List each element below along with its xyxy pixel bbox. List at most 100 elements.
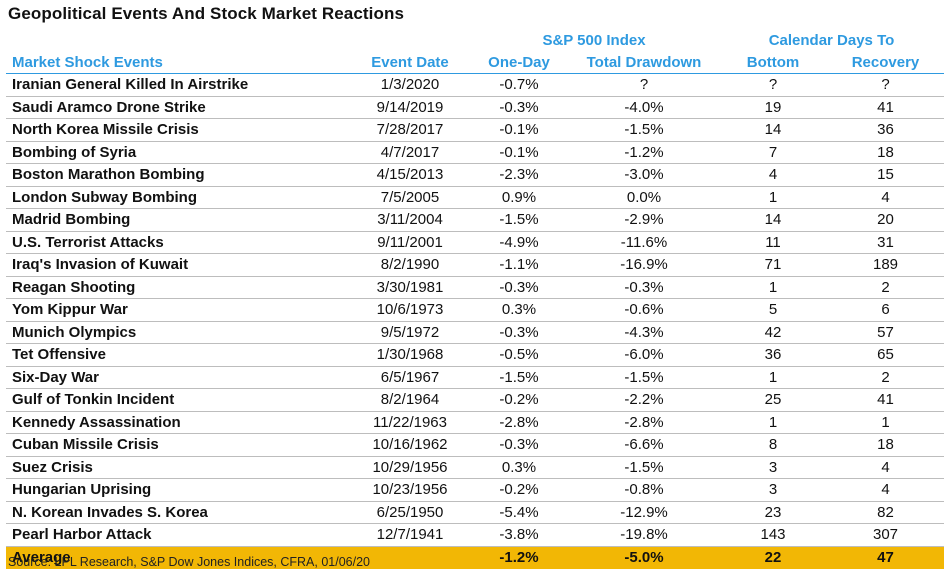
cell-date: 12/7/1941 bbox=[351, 523, 469, 547]
cell-bottom: 5 bbox=[719, 298, 827, 322]
cell-event: Kennedy Assassination bbox=[6, 411, 351, 434]
cell-recovery: 82 bbox=[827, 501, 944, 524]
cell-date: 3/30/1981 bbox=[351, 276, 469, 299]
cell-bottom: 3 bbox=[719, 456, 827, 479]
cell-one-day: -4.9% bbox=[469, 231, 569, 254]
cell-recovery: 20 bbox=[827, 208, 944, 232]
cell-one-day: -1.5% bbox=[469, 208, 569, 232]
group-header-calendar-days: Calendar Days To bbox=[768, 32, 895, 49]
cell-event: Saudi Aramco Drone Strike bbox=[6, 96, 351, 119]
cell-event: Munich Olympics bbox=[6, 321, 351, 344]
cell-bottom: 1 bbox=[719, 366, 827, 389]
table-row: London Subway Bombing 7/5/2005 0.9% 0.0% 1 4 bbox=[6, 186, 944, 209]
cell-one-day: -2.3% bbox=[469, 163, 569, 187]
cell-event: Tet Offensive bbox=[6, 343, 351, 367]
average-cell-drawdown: -5.0% bbox=[569, 546, 719, 569]
table-row: Bombing of Syria 4/7/2017 -0.1% -1.2% 7 18 bbox=[6, 141, 944, 164]
cell-bottom: 1 bbox=[719, 411, 827, 434]
table-row: N. Korean Invades S. Korea 6/25/1950 -5.4%… bbox=[6, 501, 944, 524]
events-table: S&P 500 Index Calendar Days To Market Sh… bbox=[6, 30, 944, 569]
cell-recovery: 2 bbox=[827, 276, 944, 299]
cell-event: Suez Crisis bbox=[6, 456, 351, 479]
cell-date: 10/16/1962 bbox=[351, 433, 469, 457]
table-row: Six-Day War 6/5/1967 -1.5% -1.5% 1 2 bbox=[6, 366, 944, 389]
cell-event: Madrid Bombing bbox=[6, 208, 351, 232]
cell-one-day: 0.3% bbox=[469, 298, 569, 322]
cell-drawdown: -1.5% bbox=[569, 456, 719, 479]
table-row: Saudi Aramco Drone Strike 9/14/2019 -0.3% -… bbox=[6, 96, 944, 119]
cell-bottom: 19 bbox=[719, 96, 827, 119]
cell-drawdown: -11.6% bbox=[569, 231, 719, 254]
column-header-drawdown: Total Drawdown bbox=[569, 52, 719, 74]
cell-recovery: 4 bbox=[827, 186, 944, 209]
cell-one-day: -0.3% bbox=[469, 276, 569, 299]
average-cell-bottom: 22 bbox=[719, 546, 827, 569]
cell-event: North Korea Missile Crisis bbox=[6, 118, 351, 142]
cell-one-day: -1.5% bbox=[469, 366, 569, 389]
cell-date: 10/29/1956 bbox=[351, 456, 469, 479]
cell-one-day: -0.1% bbox=[469, 118, 569, 142]
cell-date: 7/5/2005 bbox=[351, 186, 469, 209]
cell-date: 10/6/1973 bbox=[351, 298, 469, 322]
cell-recovery: 57 bbox=[827, 321, 944, 344]
cell-drawdown: 0.0% bbox=[569, 186, 719, 209]
cell-date: 9/14/2019 bbox=[351, 96, 469, 119]
cell-drawdown: -0.6% bbox=[569, 298, 719, 322]
cell-bottom: 14 bbox=[719, 208, 827, 232]
cell-one-day: -0.7% bbox=[469, 73, 569, 97]
cell-bottom: 25 bbox=[719, 388, 827, 412]
table-row: Gulf of Tonkin Incident 8/2/1964 -0.2% -2.2… bbox=[6, 388, 944, 412]
table-row: Pearl Harbor Attack 12/7/1941 -3.8% -19.8% 1… bbox=[6, 523, 944, 547]
cell-drawdown: -19.8% bbox=[569, 523, 719, 547]
table-row: Iranian General Killed In Airstrike 1/3/2… bbox=[6, 73, 944, 97]
cell-one-day: -0.3% bbox=[469, 433, 569, 457]
cell-one-day: -0.2% bbox=[469, 388, 569, 412]
cell-date: 8/2/1964 bbox=[351, 388, 469, 412]
cell-bottom: 36 bbox=[719, 343, 827, 367]
table-row: Kennedy Assassination 11/22/1963 -2.8% -2.8… bbox=[6, 411, 944, 434]
cell-event: Iraq's Invasion of Kuwait bbox=[6, 253, 351, 277]
cell-bottom: 42 bbox=[719, 321, 827, 344]
cell-date: 1/3/2020 bbox=[351, 73, 469, 97]
cell-date: 6/5/1967 bbox=[351, 366, 469, 389]
cell-event: Yom Kippur War bbox=[6, 298, 351, 322]
table-row: Iraq's Invasion of Kuwait 8/2/1990 -1.1% -1… bbox=[6, 253, 944, 277]
cell-drawdown: -6.0% bbox=[569, 343, 719, 367]
cell-bottom: 8 bbox=[719, 433, 827, 457]
cell-event: Boston Marathon Bombing bbox=[6, 163, 351, 187]
column-header-one-day: One-Day bbox=[469, 52, 569, 74]
cell-event: N. Korean Invades S. Korea bbox=[6, 501, 351, 524]
cell-recovery: 307 bbox=[827, 523, 944, 547]
cell-drawdown: -3.0% bbox=[569, 163, 719, 187]
cell-drawdown: -2.9% bbox=[569, 208, 719, 232]
cell-event: U.S. Terrorist Attacks bbox=[6, 231, 351, 254]
cell-drawdown: -1.5% bbox=[569, 118, 719, 142]
cell-one-day: -2.8% bbox=[469, 411, 569, 434]
cell-one-day: -0.5% bbox=[469, 343, 569, 367]
cell-bottom: 11 bbox=[719, 231, 827, 254]
table-row: Yom Kippur War 10/6/1973 0.3% -0.6% 5 6 bbox=[6, 298, 944, 322]
cell-one-day: -0.2% bbox=[469, 478, 569, 502]
column-header-recovery: Recovery bbox=[827, 52, 944, 74]
cell-date: 1/30/1968 bbox=[351, 343, 469, 367]
table-row: Reagan Shooting 3/30/1981 -0.3% -0.3% 1 2 bbox=[6, 276, 944, 299]
cell-drawdown: -0.3% bbox=[569, 276, 719, 299]
cell-one-day: 0.3% bbox=[469, 456, 569, 479]
cell-date: 8/2/1990 bbox=[351, 253, 469, 277]
cell-recovery: 1 bbox=[827, 411, 944, 434]
column-header-bottom: Bottom bbox=[719, 52, 827, 74]
cell-drawdown: -6.6% bbox=[569, 433, 719, 457]
cell-recovery: 4 bbox=[827, 456, 944, 479]
cell-date: 4/7/2017 bbox=[351, 141, 469, 164]
cell-one-day: -1.1% bbox=[469, 253, 569, 277]
group-header-sp500: S&P 500 Index bbox=[542, 32, 646, 49]
table-row: Cuban Missile Crisis 10/16/1962 -0.3% -6.6%… bbox=[6, 433, 944, 457]
cell-bottom: ? bbox=[719, 73, 827, 97]
cell-drawdown: -4.0% bbox=[569, 96, 719, 119]
cell-drawdown: -1.5% bbox=[569, 366, 719, 389]
cell-drawdown: -2.8% bbox=[569, 411, 719, 434]
cell-date: 9/5/1972 bbox=[351, 321, 469, 344]
cell-event: London Subway Bombing bbox=[6, 186, 351, 209]
column-header-event: Market Shock Events bbox=[6, 52, 351, 74]
cell-bottom: 1 bbox=[719, 276, 827, 299]
